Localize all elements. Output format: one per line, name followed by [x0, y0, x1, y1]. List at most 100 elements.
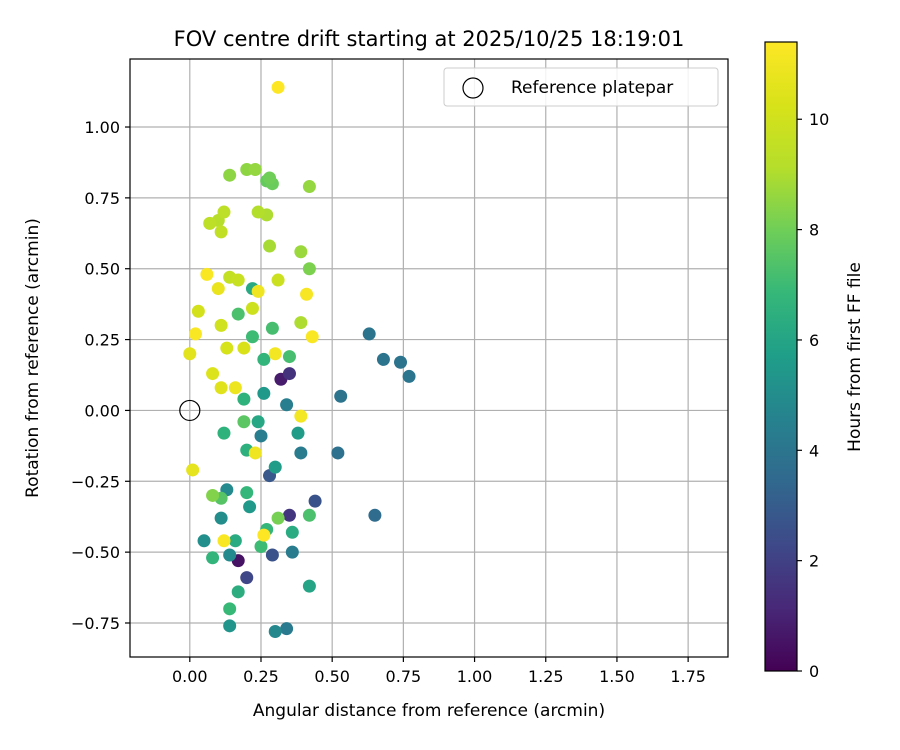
x-axis-label: Angular distance from reference (arcmin) — [253, 701, 605, 721]
scatter-point — [294, 316, 308, 330]
y-tick-label: 0.25 — [84, 331, 120, 350]
scatter-point — [214, 511, 228, 525]
y-tick-label: 0.75 — [84, 189, 120, 208]
scatter-point — [223, 548, 237, 562]
scatter-point — [265, 321, 279, 335]
scatter-point — [245, 301, 259, 315]
data-points — [183, 80, 416, 638]
scatter-point — [257, 352, 271, 366]
scatter-point — [254, 429, 268, 443]
colorbar-label: Hours from first FF file — [845, 262, 865, 452]
x-tick-label: 1.00 — [457, 667, 493, 686]
scatter-point — [308, 494, 322, 508]
scatter-point — [217, 205, 231, 219]
x-tick-label: 1.75 — [670, 667, 706, 686]
x-tick-label: 0.50 — [314, 667, 350, 686]
scatter-point — [294, 446, 308, 460]
scatter-point — [257, 386, 271, 400]
scatter-point — [228, 534, 242, 548]
scatter-point — [206, 367, 220, 381]
scatter-point — [191, 304, 205, 318]
scatter-point — [271, 80, 285, 94]
scatter-point — [268, 624, 282, 638]
scatter-point — [376, 352, 390, 366]
scatter-point — [394, 355, 408, 369]
scatter-point — [265, 548, 279, 562]
y-tick-label: −0.50 — [71, 543, 120, 562]
y-axis-ticks: −0.75 −0.50 −0.25 0.00 0.25 0.50 0.75 1.00 — [71, 118, 130, 633]
scatter-point — [223, 602, 237, 616]
scatter-point — [243, 500, 257, 514]
scatter-point — [285, 545, 299, 559]
scatter-point — [302, 579, 316, 593]
scatter-point — [331, 446, 345, 460]
scatter-point — [305, 330, 319, 344]
colorbar — [764, 41, 798, 672]
scatter-point — [334, 389, 348, 403]
scatter-point — [223, 168, 237, 182]
colorbar-tick-label: 2 — [809, 552, 819, 571]
scatter-point — [302, 262, 316, 276]
scatter-point — [237, 415, 251, 429]
x-tick-label: 0.75 — [386, 667, 422, 686]
scatter-point — [300, 287, 314, 301]
scatter-point — [362, 327, 376, 341]
scatter-point — [248, 446, 262, 460]
scatter-point — [302, 180, 316, 194]
scatter-point — [217, 426, 231, 440]
scatter-point — [251, 205, 265, 219]
scatter-point — [188, 327, 202, 341]
x-tick-label: 0.00 — [172, 667, 208, 686]
scatter-point — [248, 163, 262, 177]
y-tick-label: 0.50 — [84, 260, 120, 279]
y-tick-label: −0.75 — [71, 614, 120, 633]
x-tick-label: 0.25 — [243, 667, 279, 686]
scatter-point — [263, 171, 277, 185]
scatter-point — [203, 216, 217, 230]
scatter-point — [294, 245, 308, 259]
grid-lines — [130, 59, 728, 657]
scatter-point — [282, 367, 296, 381]
colorbar-ticks: 0 2 4 6 8 10 — [797, 110, 829, 681]
scatter-point — [217, 534, 231, 548]
scatter-point — [240, 486, 254, 500]
plot-frame — [129, 58, 729, 658]
colorbar-tick-label: 0 — [809, 662, 819, 681]
scatter-point — [206, 488, 220, 502]
colorbar-tick-label: 10 — [809, 110, 829, 129]
scatter-point — [368, 508, 382, 522]
scatter-point — [282, 350, 296, 364]
colorbar-tick-label: 4 — [809, 441, 819, 460]
reference-marker-layer — [179, 399, 201, 422]
scatter-point — [294, 409, 308, 423]
legend-box — [443, 67, 719, 107]
scatter-point — [280, 622, 294, 636]
reference-platepar-marker — [179, 399, 201, 422]
scatter-point — [240, 571, 254, 585]
y-tick-label: −0.25 — [71, 472, 120, 491]
scatter-point — [214, 318, 228, 332]
scatter-point — [237, 341, 251, 355]
scatter-point — [237, 392, 251, 406]
scatter-point — [282, 508, 296, 522]
chart-title: FOV centre drift starting at 2025/10/25 … — [174, 27, 685, 51]
y-tick-label: 0.00 — [84, 401, 120, 420]
scatter-point — [211, 282, 225, 296]
x-tick-label: 1.25 — [528, 667, 564, 686]
scatter-point — [200, 267, 214, 281]
scatter-point — [402, 369, 416, 383]
legend: Reference platepar — [443, 67, 719, 107]
scatter-point — [251, 415, 265, 429]
scatter-point — [251, 284, 265, 298]
scatter-point — [231, 585, 245, 599]
colorbar-tick-label: 8 — [809, 221, 819, 240]
scatter-point — [206, 551, 220, 565]
scatter-point — [254, 539, 268, 553]
scatter-point — [231, 307, 245, 321]
scatter-point — [197, 534, 211, 548]
scatter-point — [263, 239, 277, 253]
scatter-point — [228, 381, 242, 395]
scatter-point — [231, 273, 245, 287]
scatter-point — [214, 381, 228, 395]
scatter-point — [214, 225, 228, 239]
